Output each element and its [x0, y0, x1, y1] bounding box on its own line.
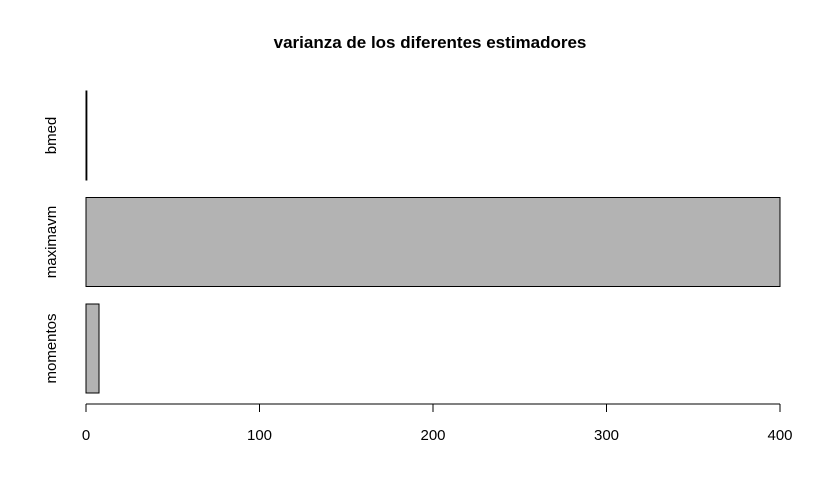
- x-tick-label-400: 400: [767, 427, 792, 444]
- category-label-maximavm: maximavm: [43, 206, 60, 279]
- x-tick-label-300: 300: [594, 427, 619, 444]
- category-labels: bmed maximavm momentos: [43, 117, 60, 384]
- category-label-momentos: momentos: [43, 313, 60, 383]
- x-tick-label-200: 200: [420, 427, 445, 444]
- bar-maximavm: [85, 197, 781, 287]
- bar-bmed: [85, 90, 88, 181]
- bars-layer: [85, 90, 781, 394]
- x-tick-label-0: 0: [82, 427, 90, 444]
- x-axis: 0 100 200 300 400: [82, 403, 793, 444]
- category-label-bmed: bmed: [43, 117, 60, 155]
- x-tick-label-100: 100: [247, 427, 272, 444]
- chart-title: varianza de los diferentes estimadores: [274, 33, 587, 52]
- bar-momentos: [85, 303, 100, 394]
